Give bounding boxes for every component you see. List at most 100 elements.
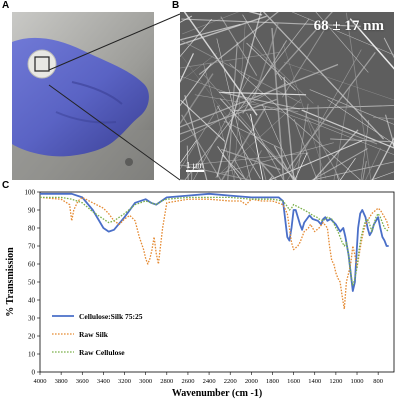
nanofiber-strand [180,99,226,142]
nanofiber-strand [219,91,307,96]
x-tick-label: 3200 [118,378,131,385]
photo-panel [12,12,154,180]
nanofiber-strand [246,112,284,180]
nanofiber-strand [198,12,279,76]
x-tick-label: 2200 [224,378,237,385]
x-tick-label: 4000 [34,378,47,385]
nanofiber-strand [220,16,258,76]
y-tick-label: 70 [28,243,36,251]
nanofiber-strand [180,104,220,170]
nanofiber-strand [180,53,218,82]
nanofiber-strand [283,62,394,101]
nanofiber-strand [296,103,309,180]
nanofiber-strand [180,63,339,128]
x-tick-label: 1000 [351,378,364,385]
nanofiber-strand [184,18,310,180]
nanofiber-strand [222,154,248,180]
nanofiber-strand [180,18,212,58]
nanofiber-strand [315,12,369,73]
panel-label-c: C [2,180,10,191]
y-tick-label: 80 [28,225,36,233]
nanofiber-strand [216,38,251,180]
fiber-diameter-label: 68 ± 17 nm [313,18,384,34]
nanofiber-strand [233,21,246,180]
nanofiber-strand [180,73,214,125]
glove-photo [12,12,154,180]
nanofiber-strand [233,158,247,180]
x-tick-label: 2600 [181,378,194,385]
nanofiber-strand [221,106,267,180]
nanofiber-strand [371,136,394,180]
nanofiber-strand [246,42,296,91]
y-tick-label: 20 [28,333,36,341]
x-tick-label: 1400 [308,378,321,385]
x-tick-label: 800 [373,378,383,385]
nanofiber-strand [313,161,394,180]
nanofiber-strand [180,53,195,83]
nanofiber-strand [317,105,322,180]
y-axis-label: % Transmission [5,247,16,317]
nanofiber-strand [181,18,361,27]
nanofiber-strand [233,105,394,112]
ftir-chart-panel: 0 10 20 30 40 50 60 70 80 90 100 4000 3800 3600 3400 32… [0,184,400,400]
nanofiber-strand [254,23,279,98]
y-tick-label: 10 [28,351,36,359]
y-tick-label: 0 [32,369,36,377]
nanofiber-strand [203,74,297,180]
nanofiber-strand [345,12,372,180]
scale-bar-label: 1 μm [186,161,204,170]
x-axis-label: Wavenumber (cm -1) [172,388,262,399]
x-tick-label: 2000 [245,378,258,385]
nanofiber-strand [227,41,238,180]
nanofiber-strand [305,114,341,180]
scale-bar [186,170,204,172]
zoom-connector [48,13,181,181]
nanofiber-strand [217,146,242,180]
nanofiber-strand [261,103,297,180]
nanofiber-strand [180,139,198,165]
nanofiber-strand [365,147,382,180]
nanofiber-strand [383,37,394,59]
nanofiber-strand [220,148,281,171]
nanofiber-strand [223,120,282,150]
x-tick-label: 2800 [160,378,173,385]
nanofiber-strand [248,12,263,16]
panel-label-b: B [172,0,180,11]
nanofiber-strand [330,138,394,143]
x-tick-label: 3800 [55,378,68,385]
nanofiber-strand [250,43,314,104]
nanofiber-strand [327,99,394,145]
series-line [40,196,390,287]
nanofiber-strand [250,113,264,180]
y-tick-label: 100 [25,189,36,197]
x-tick-label: 3400 [97,378,110,385]
nanofiber-strand [291,12,394,56]
nanofiber-strand [311,148,368,180]
nanofiber-strand [219,98,297,180]
zoom-region-box [34,56,50,72]
legend-label: Cellulose:Silk 75:25 [79,312,143,321]
nanofiber-strand [180,23,241,41]
x-tick-label: 1600 [287,378,300,385]
nanofiber-strand [312,129,359,180]
y-tick-label: 30 [28,315,36,323]
x-tick-label: 2400 [203,378,216,385]
nanofiber-strand [287,52,376,170]
y-tick-label: 60 [28,261,36,269]
nanofiber-strand [360,119,370,180]
nanofiber-strand [180,98,277,135]
nanofiber-strand [384,114,394,147]
x-tick-label: 3600 [76,378,89,385]
x-tick-label: 3000 [139,378,152,385]
nanofiber-strand [221,142,334,174]
nanofiber-strand [294,152,308,180]
nanofiber-strand [245,150,262,180]
panel-label-a: A [2,0,10,11]
x-tick-label: 1200 [329,378,342,385]
plot-frame [39,191,395,373]
legend-label: Raw Silk [79,330,109,339]
series-line [40,192,389,292]
nanofiber-strand [301,109,394,149]
nanofiber-strand [273,145,294,180]
legend-label: Raw Cellulose [79,348,125,357]
